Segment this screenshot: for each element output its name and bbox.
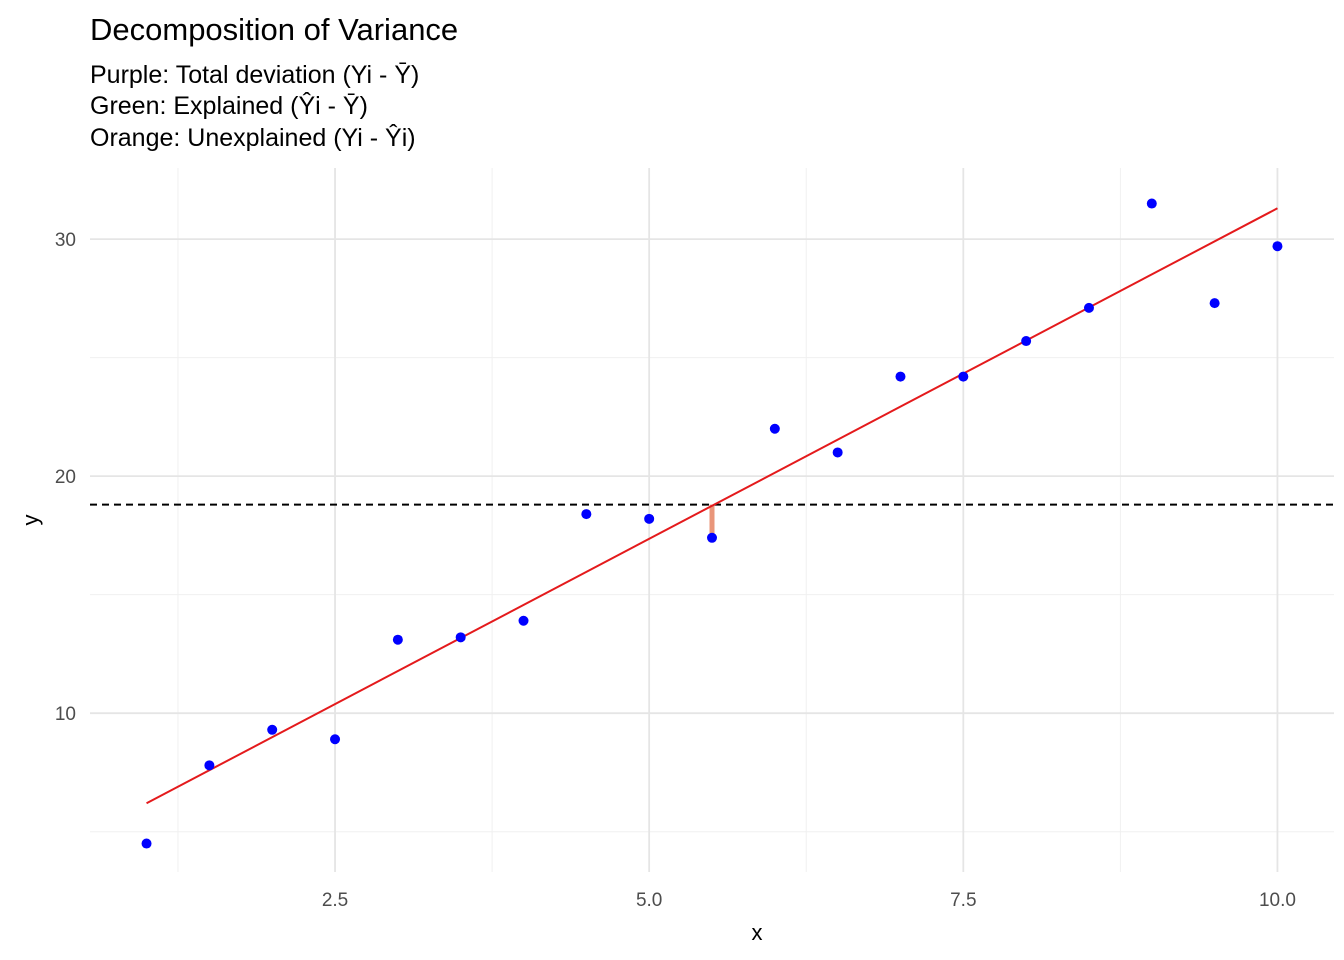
data-point — [1021, 336, 1032, 347]
y-tick-label: 10 — [55, 704, 76, 725]
subtitle-line-unexplained: Orange: Unexplained (Yi - Ŷi) — [90, 124, 416, 152]
x-tick-label: 10.0 — [1259, 890, 1296, 911]
x-tick-label: 5.0 — [636, 890, 662, 911]
data-point — [1209, 298, 1220, 309]
data-point — [832, 447, 843, 458]
data-point — [267, 724, 278, 735]
chart-title: Decomposition of Variance — [90, 12, 459, 47]
subtitle-line-explained: Green: Explained (Ŷi - Ȳ) — [90, 92, 368, 120]
data-point — [958, 371, 969, 382]
y-tick-label: 30 — [55, 230, 76, 251]
data-point — [141, 838, 152, 849]
subtitle-line-total: Purple: Total deviation (Yi - Ȳ) — [90, 61, 420, 89]
data-point — [1083, 302, 1094, 313]
data-point — [707, 532, 717, 543]
x-tick-label: 7.5 — [950, 890, 976, 911]
x-tick-label: 2.5 — [322, 890, 348, 911]
data-point — [895, 371, 906, 382]
y-tick-label: 20 — [55, 467, 76, 488]
data-point — [1146, 198, 1157, 209]
data-point — [204, 760, 215, 771]
y-axis-title: y — [18, 515, 43, 526]
data-point — [330, 734, 341, 745]
data-point — [644, 513, 655, 524]
data-point — [581, 509, 592, 520]
x-axis-title: x — [752, 920, 763, 945]
data-point — [769, 423, 780, 434]
data-point — [1272, 241, 1283, 252]
data-point — [455, 632, 466, 643]
data-point — [392, 634, 403, 645]
data-point — [518, 615, 529, 626]
